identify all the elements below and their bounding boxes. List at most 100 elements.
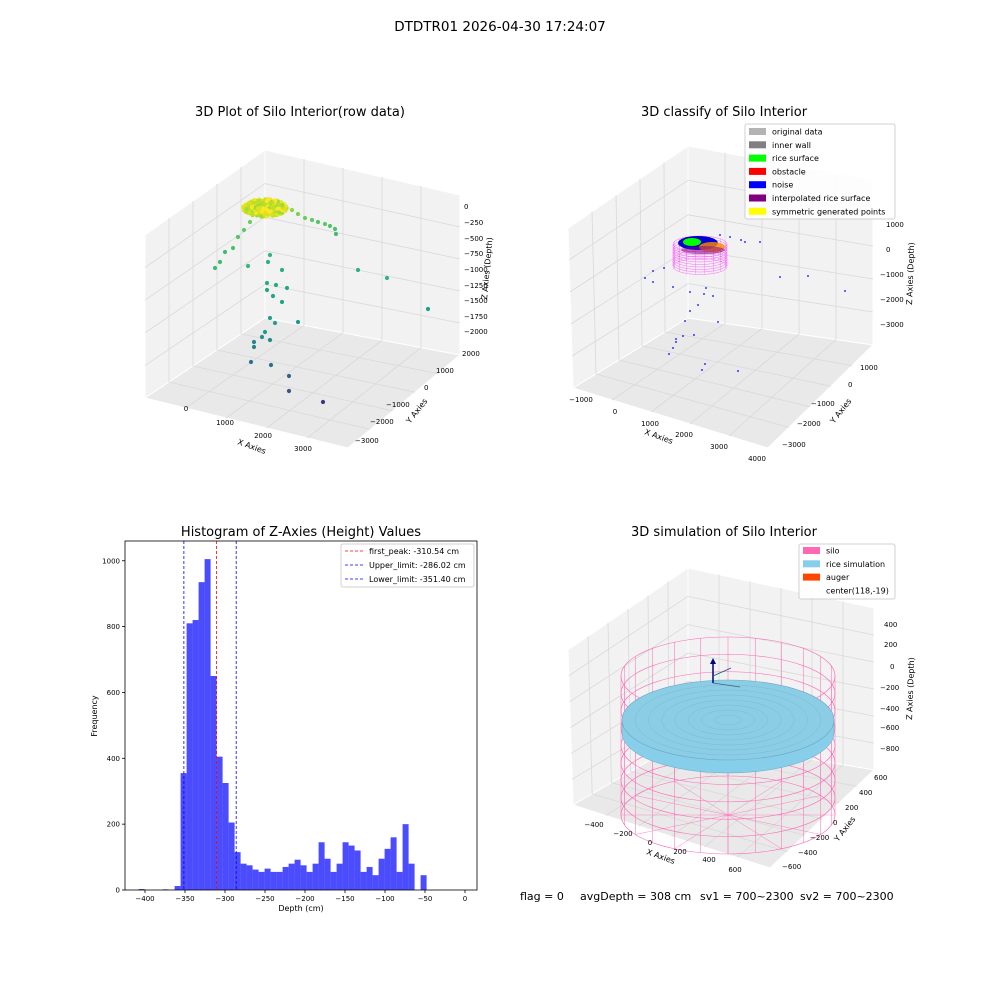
hist-bar <box>384 848 391 890</box>
hist-y-tick-label: 400 <box>107 755 120 763</box>
raw3d-point <box>251 200 256 205</box>
classify3d-z-tick: 1000 <box>886 221 904 229</box>
raw3d-point <box>248 359 254 365</box>
raw3d-point <box>217 259 223 265</box>
sim3d-y-tick: 0 <box>833 819 837 827</box>
raw3d-z-ticks: 0 −250 −500 −750 −1000 −1250 −1500 −1750… <box>464 203 488 336</box>
hist-bar <box>192 620 199 890</box>
raw3d-point <box>265 259 271 265</box>
pane-gridline <box>264 284 461 324</box>
hist-title: Histogram of Z-Axies (Height) Values <box>181 525 421 540</box>
classify3d-noise-point <box>668 353 670 355</box>
pane-gridline <box>570 248 689 325</box>
hist-bar <box>330 871 337 890</box>
classify3d-x-tick: 3000 <box>710 443 728 451</box>
raw3d-point <box>267 337 273 343</box>
hist-bar <box>300 865 307 890</box>
classify3d-y-tick: −2000 <box>797 420 821 428</box>
classify3d-legend-swatch <box>749 207 766 215</box>
footer-sv1: sv1 = 700~2300 <box>700 890 794 903</box>
raw3d-point <box>241 204 246 209</box>
hist-legend-label: first_peak: -310.54 cm <box>369 547 459 556</box>
hist-x-tick-label: −150 <box>335 895 354 903</box>
pane-gridline <box>185 325 305 409</box>
raw3d-point <box>264 199 269 204</box>
pane-gridline <box>664 331 853 366</box>
raw3d-point <box>270 293 276 299</box>
pane-gridline <box>216 349 416 393</box>
classify3d-noise-point <box>672 347 674 349</box>
raw3d-point <box>265 207 270 212</box>
classify3d-noise-point <box>672 286 674 288</box>
classify3d-noise-point <box>704 363 706 365</box>
sim3d-legend-label: center(118,-19) <box>826 586 889 595</box>
figure-suptitle: DTDTR01 2026-04-30 17:24:07 <box>394 19 606 35</box>
hist-x-tick-label: −250 <box>255 895 274 903</box>
raw3d-point <box>279 267 285 273</box>
pane-gridline <box>266 339 383 429</box>
sim3d-legend-swatch <box>803 560 820 568</box>
hist-xlabel: Depth (cm) <box>278 904 323 913</box>
classify3d-legend-swatch <box>749 141 766 149</box>
hist-legend-label: Upper_limit: -286.02 cm <box>369 561 466 570</box>
sim3d-legend: silo rice simulation auger center(118,-19) <box>798 543 896 600</box>
classify3d-legend-label: noise <box>772 181 793 190</box>
raw3d-point <box>355 267 361 273</box>
raw3d-x-tick: 0 <box>184 405 188 413</box>
hist-x-tick-label: −200 <box>295 895 314 903</box>
raw3d-point <box>262 329 268 335</box>
hist-bar <box>294 859 301 890</box>
hist-bar <box>288 863 295 890</box>
sim3d-auger-arrow <box>710 658 716 664</box>
classify3d-z-ticks: 1000 0 −1000 −2000 −3000 <box>880 221 904 329</box>
sim3d-legend-frame <box>798 543 896 600</box>
raw3d-z-tick: −1750 <box>464 313 488 321</box>
hist-bar <box>216 756 223 890</box>
raw3d-y-tick: 2000 <box>462 350 480 358</box>
classify3d-noise-point <box>712 295 714 297</box>
raw3d-point <box>247 219 253 225</box>
raw3d-point <box>258 199 263 204</box>
classify3d-noise-point <box>717 321 719 323</box>
hist-bar <box>390 837 397 890</box>
hist-bar <box>204 559 211 890</box>
sim3d-y-tick: 200 <box>845 804 858 812</box>
hist-bar <box>234 852 241 890</box>
hist-x-ticks: −400 −350 −300 −250 −200 −150 −100 −50 0 <box>135 890 467 903</box>
hist-bar <box>372 875 379 890</box>
classify3d-noise-point <box>729 236 731 238</box>
sim3d-silo-spoke <box>635 814 729 835</box>
hist-x-tick-label: 0 <box>463 895 467 903</box>
classify3d-legend-swatch <box>749 181 766 189</box>
raw3d-gridlines <box>144 159 461 439</box>
sim3d-x-ticks: −400 −200 0 200 400 600 <box>584 821 741 874</box>
sim3d-y-ticks: 600 400 200 0 −200 −400 −600 <box>782 774 887 871</box>
classify3d-y-ticks: 1000 0 −1000 −2000 −3000 <box>782 364 878 449</box>
sim3d-z-ticks: 400 200 0 −200 −400 −600 −800 <box>880 621 899 753</box>
classify3d-y-tick: 0 <box>848 381 852 389</box>
sim3d-y-tick: −400 <box>798 849 817 857</box>
hist-y-tick-label: 1000 <box>102 557 120 565</box>
raw3d-point <box>264 280 270 286</box>
raw3d-point <box>279 299 285 305</box>
pane-gridline <box>687 283 874 313</box>
raw3d-points <box>212 197 431 405</box>
hist-bar <box>408 863 415 890</box>
raw3d-point <box>332 226 338 232</box>
classify3d-surface-purple <box>681 246 725 254</box>
raw3d-point <box>273 282 279 288</box>
classify3d-xlabel: X Axies <box>643 427 674 446</box>
classify3d-z-tick: 0 <box>886 246 890 254</box>
sim3d-rice-top <box>621 679 835 761</box>
pane-gridline <box>728 339 837 437</box>
classify3d-noise-point <box>740 239 742 241</box>
hist-bar <box>378 858 385 890</box>
raw3d-z-tick: 0 <box>464 203 468 211</box>
raw3d-x-ticks: 0 1000 2000 3000 <box>184 405 312 453</box>
raw3d-axes-box <box>143 149 462 449</box>
classify3d-legend-label: rice surface <box>772 154 819 163</box>
sim3d-legend-label: silo <box>826 547 840 556</box>
sim3d-x-tick: −200 <box>613 830 632 838</box>
raw3d-point <box>272 209 277 214</box>
